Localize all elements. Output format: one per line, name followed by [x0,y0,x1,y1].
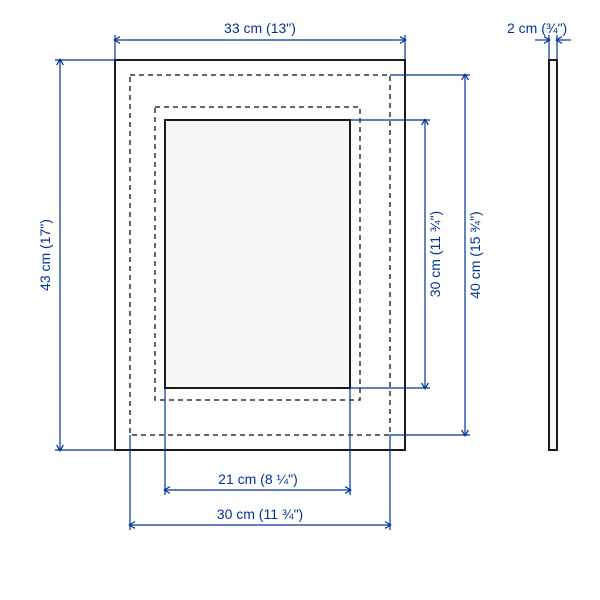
dim-depth-label: 2 cm (¾") [507,20,567,36]
side-view [549,60,557,450]
dim-outer-height-label: 43 cm (17") [37,219,53,291]
frame-mat-opening [165,120,350,388]
dim-outer-width-label: 33 cm (13") [224,20,296,36]
dim-inner-height-label: 30 cm (11 ¾") [427,211,443,297]
dim-inner-width-label: 21 cm (8 ¼") [218,471,298,487]
dimension-diagram: 33 cm (13") 2 cm (¾") 43 cm (17") 30 cm … [0,0,600,600]
dim-glass-width-label: 30 cm (11 ¾") [217,506,303,522]
dim-glass-height-label: 40 cm (15 ¾") [467,211,483,298]
